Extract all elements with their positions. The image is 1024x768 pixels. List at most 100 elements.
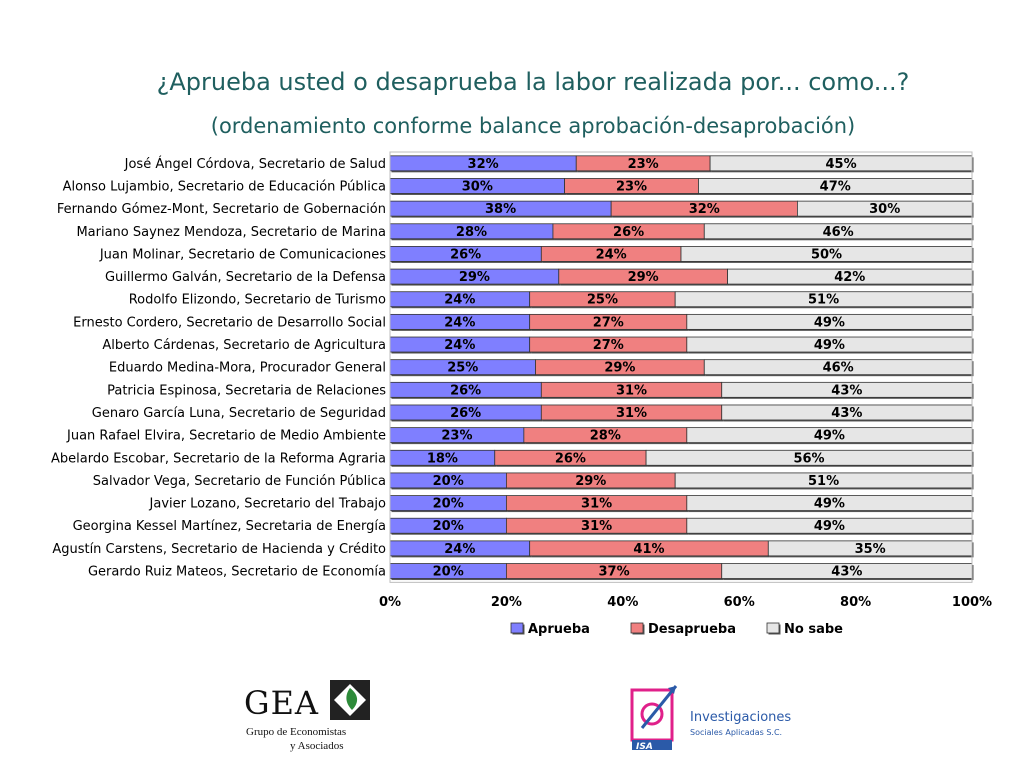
gea-logo: GEA Grupo de Economistas y Asociados (244, 676, 374, 756)
data-label: 24% (444, 542, 475, 557)
data-label: 49% (814, 519, 845, 534)
category-label: Guillermo Galván, Secretario de la Defen… (105, 270, 386, 285)
legend-swatch (766, 622, 780, 634)
data-label: 49% (814, 497, 845, 512)
data-label: 42% (834, 270, 865, 285)
data-label: 27% (593, 338, 624, 353)
isa-mark-letters: ISA (636, 742, 653, 752)
category-label: Abelardo Escobar, Secretario de la Refor… (51, 451, 386, 466)
gea-logo-wordmark: GEA (244, 684, 320, 722)
data-label: 51% (808, 293, 839, 308)
data-label: 32% (689, 202, 720, 217)
x-tick-label: 60% (724, 595, 755, 610)
data-label: 31% (616, 383, 647, 398)
category-label: Juan Molinar, Secretario de Comunicacion… (99, 247, 386, 262)
category-label: Eduardo Medina-Mora, Procurador General (109, 361, 386, 376)
x-tick-label: 0% (379, 595, 401, 610)
data-label: 25% (447, 361, 478, 376)
chart-title: ¿Aprueba usted o desaprueba la labor rea… (156, 68, 910, 96)
category-label: Juan Rafael Elvira, Secretario de Medio … (66, 429, 386, 444)
data-label: 25% (587, 293, 618, 308)
data-label: 23% (628, 157, 659, 172)
isa-subtitle: Sociales Aplicadas S.C. (690, 728, 783, 737)
isa-logo: ISA Investigaciones Sociales Aplicadas S… (626, 676, 806, 756)
gea-subtitle-line1: Grupo de Economistas (246, 726, 347, 738)
data-label: 26% (450, 383, 481, 398)
data-label: 29% (459, 270, 490, 285)
gea-diamond-icon (330, 680, 370, 720)
data-label: 30% (462, 179, 493, 194)
category-label: Mariano Saynez Mendoza, Secretario de Ma… (76, 225, 386, 240)
data-label: 49% (814, 429, 845, 444)
x-tick-label: 20% (491, 595, 522, 610)
data-label: 41% (633, 542, 664, 557)
data-label: 31% (581, 497, 612, 512)
stacked-bar-chart: José Ángel Córdova, Secretario de Salud 3… (51, 151, 992, 637)
data-label: 18% (427, 451, 458, 466)
data-label: 43% (831, 383, 862, 398)
category-label: Javier Lozano, Secretario del Trabajo (149, 497, 387, 512)
data-label: 49% (814, 338, 845, 353)
legend-swatch (630, 622, 644, 634)
category-label: Gerardo Ruiz Mateos, Secretario de Econo… (88, 565, 386, 580)
legend-label: Desaprueba (648, 622, 736, 637)
gea-subtitle-line2: y Asociados (290, 740, 344, 752)
data-label: 28% (456, 225, 487, 240)
category-label: Fernando Gómez-Mont, Secretario de Gober… (57, 202, 386, 217)
data-label: 26% (450, 406, 481, 421)
data-label: 38% (485, 202, 516, 217)
category-label: Genaro García Luna, Secretario de Seguri… (92, 406, 386, 421)
data-label: 20% (433, 474, 464, 489)
category-label: Patricia Espinosa, Secretaria de Relacio… (107, 383, 386, 398)
data-label: 51% (808, 474, 839, 489)
x-tick-label: 100% (952, 595, 992, 610)
data-label: 20% (433, 497, 464, 512)
data-label: 29% (604, 361, 635, 376)
data-label: 29% (575, 474, 606, 489)
data-label: 24% (444, 293, 475, 308)
data-label: 43% (831, 565, 862, 580)
chart-subtitle: (ordenamiento conforme balance aprobació… (210, 114, 856, 138)
data-label: 31% (581, 519, 612, 534)
data-label: 23% (441, 429, 472, 444)
category-label: Georgina Kessel Martínez, Secretaria de … (73, 519, 386, 534)
data-label: 30% (869, 202, 900, 217)
data-label: 56% (793, 451, 824, 466)
data-label: 32% (468, 157, 499, 172)
data-label: 31% (616, 406, 647, 421)
category-label: Rodolfo Elizondo, Secretario de Turismo (129, 293, 386, 308)
data-label: 24% (444, 315, 475, 330)
category-label: Alonso Lujambio, Secretario de Educación… (63, 179, 386, 194)
category-label: Alberto Cárdenas, Secretario de Agricult… (102, 338, 386, 353)
data-label: 27% (593, 315, 624, 330)
data-label: 29% (628, 270, 659, 285)
data-label: 43% (831, 406, 862, 421)
data-label: 26% (613, 225, 644, 240)
data-label: 28% (590, 429, 621, 444)
data-label: 26% (450, 247, 481, 262)
legend-label: Aprueba (528, 622, 590, 637)
data-label: 35% (855, 542, 886, 557)
data-label: 23% (616, 179, 647, 194)
data-label: 20% (433, 565, 464, 580)
legend-swatch (510, 622, 524, 634)
data-label: 46% (823, 225, 854, 240)
data-label: 24% (596, 247, 627, 262)
isa-title: Investigaciones (690, 710, 792, 725)
x-tick-label: 40% (607, 595, 638, 610)
data-label: 49% (814, 315, 845, 330)
category-label: Agustín Carstens, Secretario de Hacienda… (52, 542, 386, 557)
category-label: Salvador Vega, Secretario de Función Púb… (93, 474, 386, 489)
legend-label: No sabe (784, 622, 843, 637)
isa-mark-icon: ISA (630, 685, 678, 752)
data-label: 45% (825, 157, 856, 172)
data-label: 46% (823, 361, 854, 376)
data-label: 47% (820, 179, 851, 194)
category-label: Ernesto Cordero, Secretario de Desarroll… (73, 315, 386, 330)
category-label: José Ángel Córdova, Secretario de Salud (124, 156, 386, 172)
data-label: 24% (444, 338, 475, 353)
x-tick-label: 80% (840, 595, 871, 610)
data-label: 37% (599, 565, 630, 580)
data-label: 26% (555, 451, 586, 466)
data-label: 50% (811, 247, 842, 262)
